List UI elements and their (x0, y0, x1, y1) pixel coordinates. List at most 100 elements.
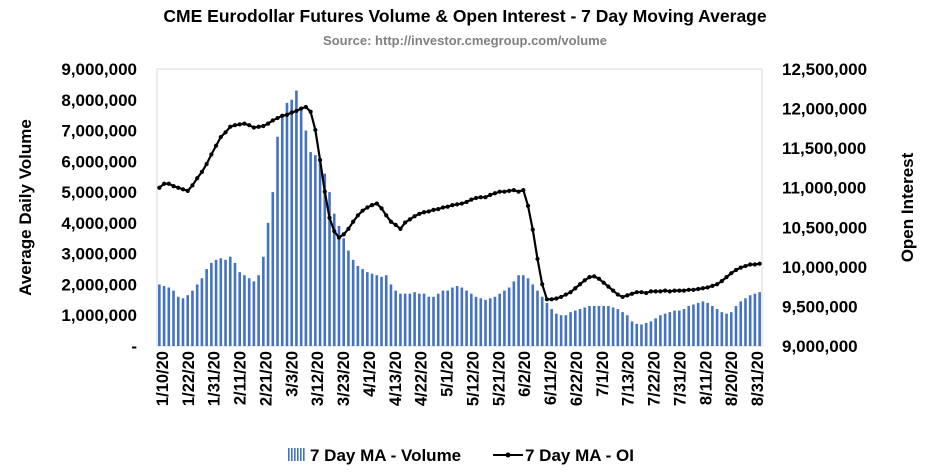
oi-point (289, 110, 294, 115)
volume-bar (479, 298, 483, 346)
volume-bar (493, 296, 497, 346)
y-left-tick-label: 9,000,000 (61, 60, 137, 79)
x-tick-label: 4/1/20 (361, 351, 379, 397)
oi-point (317, 157, 323, 163)
oi-point (568, 290, 573, 295)
volume-bar (550, 309, 553, 346)
x-tick-label: 1/31/20 (206, 351, 224, 406)
oi-point (535, 256, 540, 262)
y-left-tick-label: - (131, 337, 137, 356)
oi-point (554, 296, 559, 301)
volume-bar (356, 265, 360, 346)
volume-bar (195, 284, 199, 346)
volume-bar (238, 272, 242, 346)
volume-bar (257, 275, 260, 346)
oi-point (469, 197, 474, 202)
oi-point (540, 282, 545, 287)
volume-bar (309, 152, 312, 346)
x-tick-label: 1/10/20 (154, 351, 172, 406)
volume-bar (682, 309, 686, 346)
oi-point (341, 232, 346, 237)
oi-point (492, 191, 498, 196)
volume-bar (370, 273, 374, 346)
volume-bar (673, 310, 676, 346)
volume-bar (517, 275, 520, 346)
volume-bar (247, 278, 251, 346)
y-right-axis-title: Open Interest (898, 152, 917, 262)
oi-point (748, 262, 753, 267)
volume-bar (314, 155, 317, 346)
oi-point (625, 293, 630, 298)
oi-point (303, 104, 308, 110)
oi-point (436, 206, 441, 212)
oi-point (369, 203, 375, 208)
volume-bar (441, 290, 445, 346)
volume-bar (451, 287, 454, 346)
volume-bar (366, 272, 369, 346)
oi-point (710, 283, 715, 288)
oi-point (521, 187, 526, 193)
x-tick-label: 7/31/20 (671, 351, 689, 406)
oi-point (644, 290, 649, 296)
x-tick-label: 5/12/20 (464, 351, 482, 406)
oi-point (199, 169, 204, 174)
oi-point (275, 115, 280, 121)
volume-bar (347, 250, 350, 346)
volume-bar (555, 313, 558, 346)
legend-volume-swatch (291, 448, 293, 461)
volume-bar (422, 293, 426, 346)
oi-point (327, 215, 332, 220)
oi-point (511, 187, 516, 193)
y-right-tick-label: 9,000,000 (782, 337, 858, 356)
oi-point (459, 201, 464, 206)
legend-volume-swatch (300, 448, 302, 461)
oi-point (365, 205, 370, 210)
volume-bar (488, 298, 492, 346)
oi-point (294, 108, 299, 114)
oi-point (743, 263, 748, 269)
volume-bar (191, 290, 194, 346)
volume-bar (611, 307, 615, 346)
volume-bar (753, 293, 757, 346)
oi-point (209, 152, 214, 157)
volume-bar (181, 298, 185, 346)
oi-point (738, 265, 743, 270)
volume-bar (484, 299, 487, 346)
x-tick-label: 8/31/20 (749, 351, 767, 406)
oi-point (322, 189, 327, 194)
oi-point (346, 226, 351, 231)
oi-point (336, 235, 342, 240)
oi-point (653, 289, 658, 294)
oi-point (648, 289, 654, 294)
volume-bar (503, 290, 506, 346)
oi-point (733, 267, 739, 273)
volume-bar (323, 173, 327, 346)
volume-bar (649, 321, 653, 346)
oi-point (256, 124, 261, 129)
oi-point (355, 213, 360, 218)
x-tick-label: 1/22/20 (180, 351, 198, 406)
volume-bar (455, 285, 459, 346)
volume-bar (328, 192, 331, 346)
oi-point (204, 161, 209, 167)
oi-point (440, 205, 446, 210)
volume-bar (663, 313, 667, 346)
volume-bar (522, 275, 525, 346)
volume-bar (228, 256, 232, 346)
oi-point (672, 288, 677, 293)
volume-bar (526, 278, 530, 346)
volume-bar (290, 99, 294, 346)
volume-bar (536, 290, 539, 346)
oi-point (308, 109, 313, 114)
oi-point (299, 106, 304, 111)
volume-bar (399, 293, 402, 346)
volume-bar (413, 292, 416, 346)
volume-bar (384, 275, 388, 346)
volume-bar (262, 256, 265, 346)
x-tick-label: 3/23/20 (335, 351, 353, 406)
volume-bar (588, 305, 591, 346)
volume-bar (564, 315, 568, 346)
oi-point (195, 176, 200, 181)
oi-point (473, 195, 479, 201)
